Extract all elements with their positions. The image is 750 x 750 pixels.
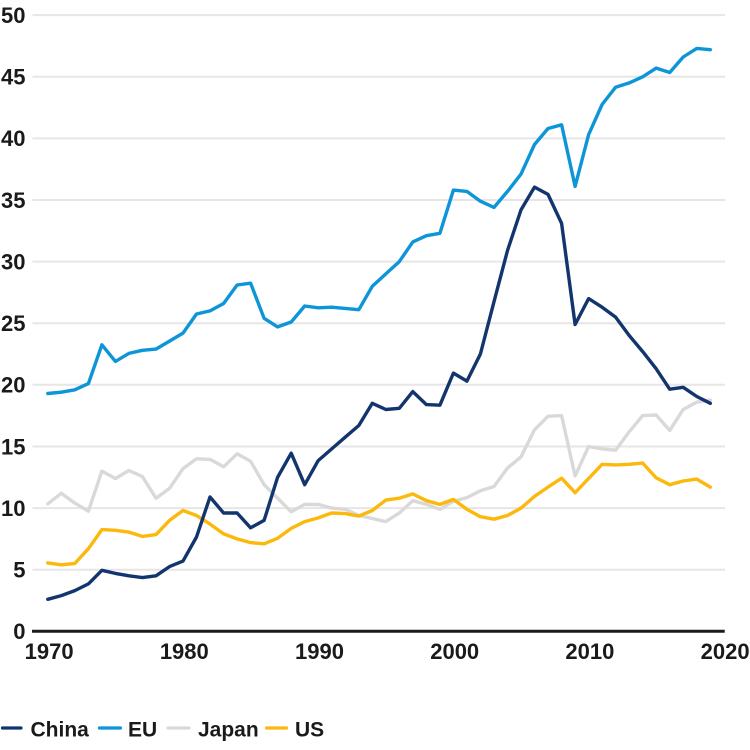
svg-text:40: 40 — [1, 126, 25, 151]
svg-text:EU: EU — [128, 719, 157, 742]
svg-text:5: 5 — [13, 558, 25, 583]
svg-text:1970: 1970 — [25, 639, 74, 664]
svg-text:0: 0 — [13, 619, 25, 644]
svg-text:2020: 2020 — [701, 639, 750, 664]
svg-text:China: China — [31, 719, 90, 742]
svg-text:45: 45 — [1, 65, 25, 90]
svg-text:1990: 1990 — [295, 639, 344, 664]
svg-text:30: 30 — [1, 249, 25, 274]
svg-text:2010: 2010 — [565, 639, 614, 664]
svg-text:50: 50 — [1, 3, 25, 28]
svg-text:10: 10 — [1, 496, 25, 521]
svg-text:1980: 1980 — [160, 639, 209, 664]
svg-text:Japan: Japan — [198, 719, 259, 742]
svg-text:15: 15 — [1, 434, 25, 459]
svg-text:US: US — [295, 719, 324, 742]
svg-text:2000: 2000 — [430, 639, 479, 664]
svg-text:35: 35 — [1, 188, 25, 213]
svg-text:20: 20 — [1, 373, 25, 398]
svg-text:25: 25 — [1, 311, 25, 336]
